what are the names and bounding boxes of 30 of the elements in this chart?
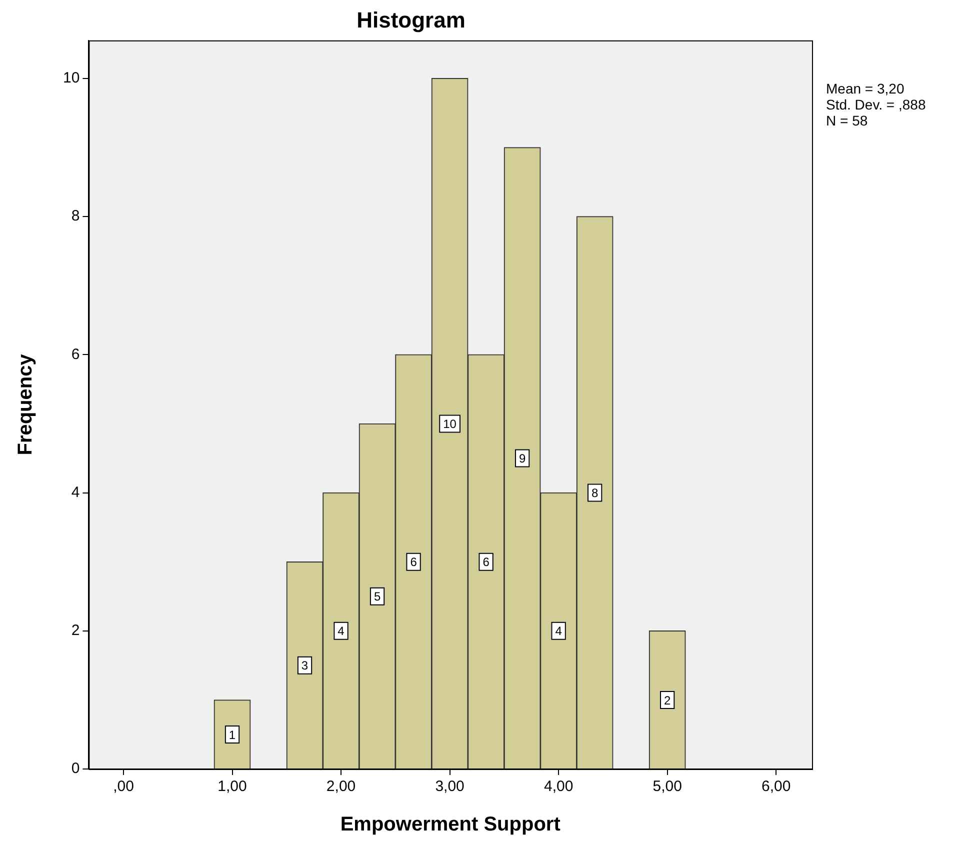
data-label: 8 — [591, 486, 598, 500]
data-label: 5 — [374, 590, 381, 604]
x-tick-label: 5,00 — [652, 778, 682, 796]
text: N = 58 — [826, 112, 868, 128]
data-label: 4 — [555, 624, 562, 638]
x-tick-label: 1,00 — [218, 778, 247, 796]
y-tick-label: 0 — [71, 760, 80, 778]
y-tick-label: 4 — [71, 484, 80, 501]
y-tick-label: 10 — [62, 70, 80, 87]
y-tick-label: 8 — [71, 208, 80, 225]
data-label: 6 — [410, 555, 418, 570]
data-label: 4 — [338, 624, 345, 638]
text: Mean = 3,20 — [826, 80, 904, 96]
data-label: 10 — [443, 417, 457, 432]
y-tick-label: 6 — [71, 346, 80, 363]
data-label: 3 — [301, 658, 308, 673]
x-tick-label: 3,00 — [435, 778, 464, 796]
x-tick-label: 6,00 — [762, 778, 791, 796]
data-label: 9 — [518, 452, 526, 466]
text: Std. Dev. = ,888 — [826, 96, 926, 112]
data-label: 6 — [482, 555, 490, 570]
data-label: 1 — [228, 728, 236, 742]
y-tick-label: 2 — [71, 622, 80, 640]
chart-title: Histogram — [356, 7, 466, 32]
x-tick-label: 4,00 — [544, 778, 574, 796]
x-axis-title: Empowerment Support — [340, 814, 561, 836]
x-tick-label: 2,00 — [326, 778, 356, 796]
y-axis-title: Frequency — [14, 353, 37, 456]
x-tick-label: ,00 — [113, 778, 134, 796]
data-label: 2 — [664, 693, 671, 708]
